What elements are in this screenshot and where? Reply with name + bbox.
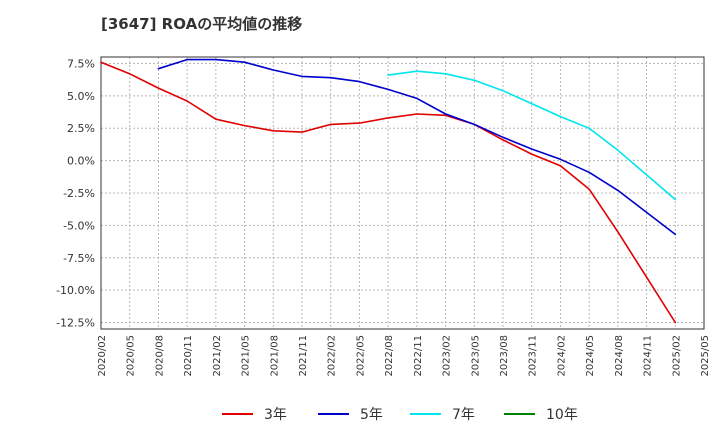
x-tick-label: 2020/05: [126, 335, 137, 377]
legend-label: 10年: [546, 407, 578, 423]
x-tick-label: 2023/02: [442, 335, 453, 377]
y-tick-label: -2.5%: [63, 187, 95, 200]
plot-border: [100, 56, 705, 330]
y-tick-label: 0.0%: [67, 155, 95, 168]
x-tick-label: 2020/11: [183, 335, 194, 377]
x-tick-label: 2025/02: [671, 335, 682, 377]
x-tick-label: 2024/11: [643, 335, 654, 377]
x-tick-label: 2022/11: [413, 335, 424, 377]
legend-label: 7年: [452, 407, 475, 423]
y-tick-label: -7.5%: [63, 252, 95, 265]
x-tick-label: 2021/02: [212, 335, 223, 377]
legend-label: 5年: [360, 407, 383, 423]
x-tick-label: 2023/11: [528, 335, 539, 377]
x-tick-label: 2023/05: [470, 335, 481, 377]
x-tick-label: 2022/02: [327, 335, 338, 377]
y-tick-label: -5.0%: [63, 219, 95, 232]
series-line: [157, 58, 677, 236]
chart-title: [3647] ROAの平均値の推移: [101, 15, 303, 33]
x-tick-label: 2022/05: [355, 335, 366, 377]
x-tick-label: 2022/08: [384, 335, 395, 377]
y-tick-label: 7.5%: [67, 57, 95, 70]
y-tick-label: -10.0%: [56, 284, 95, 297]
x-tick-label: 2023/08: [499, 335, 510, 377]
legend-label: 3年: [264, 407, 287, 423]
y-tick-label: 2.5%: [67, 122, 95, 135]
y-tick-label: -12.5%: [56, 317, 95, 330]
x-tick-label: 2021/11: [298, 335, 309, 377]
x-tick-label: 2021/05: [241, 335, 252, 377]
series-line: [100, 61, 677, 324]
x-tick-label: 2020/02: [97, 335, 108, 377]
series-line: [387, 70, 677, 201]
y-tick-label: 5.0%: [67, 90, 95, 103]
x-tick-label: 2024/02: [556, 335, 567, 377]
x-tick-label: 2024/05: [585, 335, 596, 377]
x-tick-label: 2025/05: [700, 335, 711, 377]
x-tick-label: 2020/08: [154, 335, 165, 377]
x-tick-label: 2024/08: [614, 335, 625, 377]
x-tick-label: 2021/08: [269, 335, 280, 377]
